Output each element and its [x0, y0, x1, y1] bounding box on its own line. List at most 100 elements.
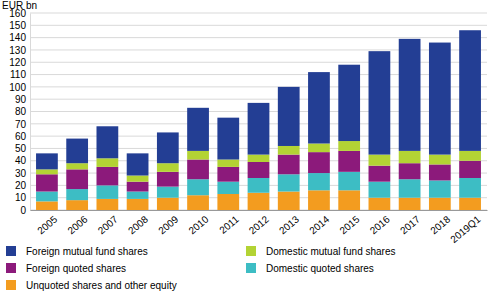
legend-label: Foreign mutual fund shares — [26, 246, 148, 257]
bar — [127, 182, 149, 192]
tick: 2017 — [398, 210, 422, 236]
tick: 2009 — [156, 210, 180, 236]
bar — [157, 132, 179, 163]
grid-line — [30, 37, 487, 38]
bar — [187, 195, 209, 210]
legend-swatch — [6, 246, 16, 256]
legend-swatch — [246, 263, 256, 273]
bar — [157, 172, 179, 187]
bars — [36, 30, 481, 210]
legend-swatch — [6, 280, 16, 290]
grid-line — [30, 13, 487, 14]
legend-item: Unquoted shares and other equity — [6, 280, 177, 291]
bar — [429, 43, 451, 155]
tick-label: 100 — [9, 82, 26, 93]
tick-label: 70 — [15, 119, 27, 130]
bar — [187, 179, 209, 195]
bar — [96, 199, 118, 210]
grid-line — [30, 25, 487, 26]
tick: 2012 — [247, 210, 271, 236]
bar — [248, 162, 270, 178]
tick-label: 40 — [15, 155, 27, 166]
tick: 100 — [9, 82, 30, 93]
bar — [278, 87, 300, 146]
bar — [278, 155, 300, 175]
bar — [157, 163, 179, 172]
bar — [459, 178, 481, 198]
tick: 20 — [15, 180, 30, 191]
tick-label: 120 — [9, 57, 26, 68]
bar — [308, 72, 330, 143]
axis-title: EUR bn — [2, 0, 37, 11]
bar — [338, 172, 360, 190]
tick: 2010 — [186, 210, 210, 236]
tick-label: 20 — [15, 180, 27, 191]
legend: Foreign mutual fund sharesDomestic mutua… — [6, 246, 396, 291]
tick: 2014 — [307, 210, 331, 236]
tick-label: 2012 — [247, 213, 271, 236]
bar — [157, 187, 179, 198]
bar — [66, 139, 88, 164]
tick-label: 2005 — [35, 213, 59, 236]
bar — [278, 174, 300, 191]
bar — [248, 103, 270, 155]
bar — [399, 163, 421, 179]
tick: 2008 — [126, 210, 150, 236]
bar — [429, 155, 451, 165]
tick-label: 30 — [15, 168, 27, 179]
bar — [96, 185, 118, 199]
bar — [127, 176, 149, 182]
bar — [369, 182, 391, 198]
tick-label: 80 — [15, 106, 27, 117]
bar — [36, 174, 58, 191]
bar — [127, 192, 149, 199]
legend-label: Unquoted shares and other equity — [26, 280, 177, 291]
tick-label: 140 — [9, 32, 26, 43]
bar — [36, 192, 58, 202]
bar — [369, 198, 391, 210]
tick: 2015 — [337, 210, 361, 236]
tick: 90 — [15, 94, 30, 105]
tick-label: 130 — [9, 45, 26, 56]
tick-label: 2007 — [96, 213, 120, 236]
bar — [429, 198, 451, 210]
tick-label: 0 — [20, 205, 26, 216]
tick-label: 2016 — [368, 213, 392, 236]
tick: 0 — [20, 205, 30, 216]
tick-label: 10 — [15, 192, 27, 203]
bar — [127, 199, 149, 210]
tick-label: 2017 — [398, 213, 422, 236]
tick-label: 150 — [9, 20, 26, 31]
tick-label: 90 — [15, 94, 27, 105]
bar — [278, 192, 300, 210]
tick: 50 — [15, 143, 30, 154]
tick: 10 — [15, 192, 30, 203]
tick: 2011 — [217, 210, 241, 236]
tick: 120 — [9, 57, 30, 68]
axis-line — [30, 14, 31, 211]
bar — [429, 180, 451, 197]
bar — [338, 141, 360, 151]
bar — [278, 146, 300, 155]
bar — [308, 173, 330, 190]
bar — [369, 51, 391, 154]
bar — [338, 190, 360, 210]
bar — [399, 179, 421, 197]
bar — [96, 167, 118, 185]
bar — [248, 178, 270, 193]
tick: 80 — [15, 106, 30, 117]
tick: 40 — [15, 155, 30, 166]
legend-label: Foreign quoted shares — [26, 263, 126, 274]
bar — [187, 108, 209, 151]
bar — [157, 198, 179, 210]
tick: 70 — [15, 119, 30, 130]
bar — [429, 164, 451, 180]
bar — [399, 39, 421, 151]
legend-item: Foreign quoted shares — [6, 263, 126, 274]
bar — [66, 200, 88, 210]
legend-swatch — [6, 263, 16, 273]
tick-label: 2014 — [307, 213, 331, 236]
tick-label: 2010 — [186, 213, 210, 236]
bar — [248, 155, 270, 162]
bar — [96, 126, 118, 158]
